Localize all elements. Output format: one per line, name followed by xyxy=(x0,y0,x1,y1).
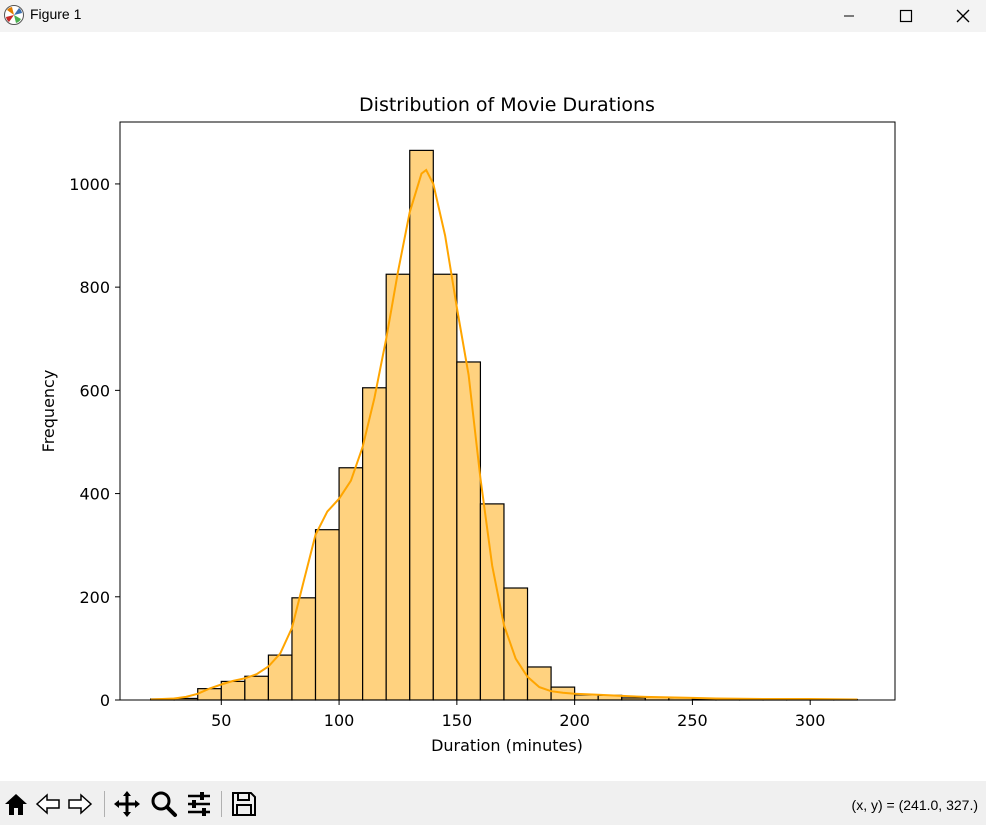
pan-icon xyxy=(114,791,140,817)
toolbar-separator xyxy=(221,791,222,817)
configure-subplots-button[interactable] xyxy=(183,789,215,819)
figure-canvas[interactable]: Distribution of Movie Durations 50 100 150… xyxy=(0,32,986,781)
histogram-chart: Distribution of Movie Durations 50 100 150… xyxy=(39,94,896,755)
home-button[interactable] xyxy=(0,789,32,819)
x-axis-ticks: 50 100 150 200 250 300 xyxy=(211,700,825,730)
histogram-bar xyxy=(244,675,270,701)
histogram-bar xyxy=(503,587,529,701)
save-icon xyxy=(232,792,256,816)
back-button[interactable] xyxy=(32,789,64,819)
histogram-bar xyxy=(314,529,340,701)
home-icon xyxy=(5,794,27,815)
x-tick-label: 300 xyxy=(795,711,826,730)
histogram-bar xyxy=(338,467,364,701)
matplotlib-app-icon xyxy=(4,5,24,25)
histogram-bar xyxy=(197,688,222,701)
save-button[interactable] xyxy=(228,789,260,819)
x-tick-label: 250 xyxy=(677,711,708,730)
y-axis-ticks: 0 200 400 600 800 1000 xyxy=(69,175,120,710)
toolbar-separator xyxy=(104,791,105,817)
x-tick-label: 100 xyxy=(324,711,355,730)
close-icon xyxy=(956,9,970,23)
histogram-bars xyxy=(150,149,858,701)
forward-icon xyxy=(68,793,93,815)
x-axis-label: Duration (minutes) xyxy=(431,736,583,755)
histogram-bar xyxy=(432,273,458,701)
back-icon xyxy=(35,793,60,815)
pan-button[interactable] xyxy=(111,789,143,819)
configure-subplots-icon xyxy=(188,792,210,816)
forward-button[interactable] xyxy=(64,789,96,819)
x-tick-label: 200 xyxy=(559,711,590,730)
y-axis-label: Frequency xyxy=(39,370,58,453)
close-button[interactable] xyxy=(940,0,986,32)
y-tick-label: 200 xyxy=(79,588,110,607)
y-tick-label: 800 xyxy=(79,278,110,297)
cursor-coordinates: (x, y) = (241.0, 327.) xyxy=(851,797,978,813)
navigation-toolbar: (x, y) = (241.0, 327.) xyxy=(0,781,986,825)
y-tick-label: 400 xyxy=(79,485,110,504)
zoom-button[interactable] xyxy=(148,789,180,819)
title-bar: Figure 1 xyxy=(0,0,986,32)
maximize-icon xyxy=(899,9,913,23)
zoom-icon xyxy=(151,791,177,817)
histogram-bar xyxy=(385,273,411,701)
histogram-bar xyxy=(456,361,482,701)
histogram-bar xyxy=(479,503,505,701)
plot-frame xyxy=(119,121,896,701)
window-title: Figure 1 xyxy=(30,6,82,22)
kde-curve xyxy=(150,168,858,701)
y-tick-label: 1000 xyxy=(69,175,110,194)
x-tick-label: 150 xyxy=(442,711,473,730)
minimize-icon xyxy=(844,15,854,17)
minimize-button[interactable] xyxy=(826,0,872,32)
histogram-bar xyxy=(409,149,434,701)
y-tick-label: 0 xyxy=(100,691,110,710)
chart-title: Distribution of Movie Durations xyxy=(359,94,655,116)
histogram-bar xyxy=(526,666,552,701)
maximize-button[interactable] xyxy=(883,0,929,32)
x-tick-label: 50 xyxy=(211,711,231,730)
y-tick-label: 600 xyxy=(79,381,110,400)
